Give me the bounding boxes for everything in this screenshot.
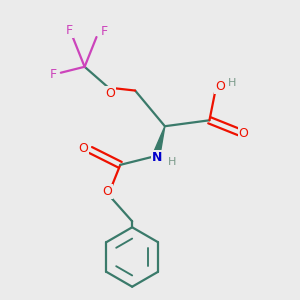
Text: H: H — [168, 158, 176, 167]
Polygon shape — [152, 126, 165, 156]
Text: O: O — [105, 87, 115, 100]
Text: N: N — [152, 151, 163, 164]
Text: O: O — [102, 185, 112, 198]
Text: H: H — [227, 78, 236, 88]
Text: O: O — [239, 127, 249, 140]
Text: F: F — [100, 25, 107, 38]
Text: F: F — [50, 68, 57, 81]
Text: F: F — [66, 24, 73, 37]
Text: O: O — [78, 142, 88, 155]
Text: O: O — [215, 80, 225, 94]
